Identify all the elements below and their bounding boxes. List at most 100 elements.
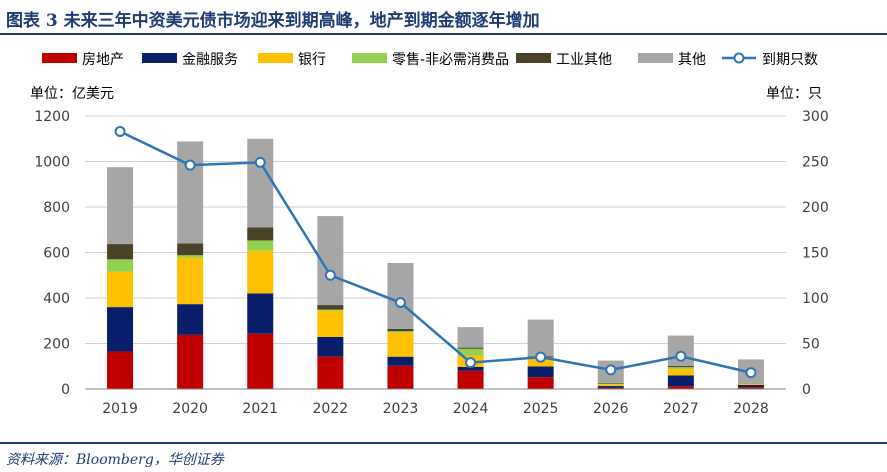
bar-segment-0 bbox=[317, 356, 344, 389]
header-rule bbox=[0, 33, 887, 35]
legend-label-0: 房地产 bbox=[82, 52, 124, 68]
y-tick-right: 50 bbox=[802, 337, 820, 353]
legend-label-3: 零售-非必需消费品 bbox=[392, 52, 509, 68]
x-tick-label: 2020 bbox=[172, 401, 208, 417]
bar-segment-5 bbox=[107, 167, 134, 245]
bar-segment-4 bbox=[317, 305, 344, 310]
bar-segment-1 bbox=[527, 366, 554, 378]
bar-segment-3 bbox=[667, 367, 694, 369]
bar-segment-2 bbox=[107, 271, 134, 308]
line-point bbox=[745, 367, 757, 379]
bar-segment-4 bbox=[597, 382, 624, 384]
bar-segment-0 bbox=[527, 377, 554, 389]
line-point bbox=[465, 357, 477, 369]
bar-segment-5 bbox=[527, 319, 554, 357]
y-tick-left: 200 bbox=[43, 337, 70, 353]
y-tick-left: 1200 bbox=[34, 109, 70, 125]
bar-segment-3 bbox=[597, 383, 624, 385]
bar-segment-1 bbox=[317, 336, 344, 357]
x-tick-label: 2019 bbox=[102, 401, 138, 417]
x-tick-label: 2026 bbox=[593, 401, 629, 417]
bar-segment-1 bbox=[667, 375, 694, 387]
y-tick-right: 300 bbox=[802, 109, 829, 125]
bar-segment-3 bbox=[177, 255, 204, 258]
y-axis-ticks-left: 0 200 400 600 800 1000 1200 bbox=[34, 109, 70, 398]
x-tick-label: 2027 bbox=[663, 401, 699, 417]
line-point bbox=[184, 159, 196, 171]
y-tick-left: 400 bbox=[43, 291, 70, 307]
y-tick-left: 1000 bbox=[34, 155, 70, 171]
bar-segment-4 bbox=[107, 244, 134, 260]
bar-segment-3 bbox=[317, 309, 344, 311]
y-tick-right: 0 bbox=[802, 382, 811, 398]
x-tick-label: 2025 bbox=[523, 401, 559, 417]
bar-segment-1 bbox=[107, 307, 134, 352]
bar-segment-0 bbox=[177, 334, 204, 389]
bar-segment-0 bbox=[107, 351, 134, 389]
legend-swatch-4 bbox=[516, 53, 551, 63]
bar-segment-1 bbox=[177, 304, 204, 335]
y-tick-left: 800 bbox=[43, 200, 70, 216]
footer-rule bbox=[0, 442, 887, 444]
bar-segment-3 bbox=[107, 259, 134, 272]
legend-line-marker bbox=[733, 52, 745, 64]
legend-swatch-3 bbox=[352, 53, 387, 63]
line-point bbox=[675, 350, 687, 362]
y-tick-right: 150 bbox=[802, 246, 829, 262]
x-tick-label: 2021 bbox=[242, 401, 278, 417]
line-point bbox=[605, 364, 617, 376]
bar-segment-1 bbox=[247, 293, 274, 334]
legend-label-2: 银行 bbox=[298, 52, 326, 68]
bar-segment-2 bbox=[667, 368, 694, 376]
line-point bbox=[254, 156, 266, 168]
chart-canvas: 房地产 金融服务 银行 零售-非必需消费品 工业其他 其他 到期只数 单位：亿美元 单位：只… bbox=[30, 52, 829, 417]
bar-segment-1 bbox=[597, 386, 624, 388]
bar-segment-2 bbox=[247, 250, 274, 294]
line-path bbox=[119, 130, 752, 374]
legend-swatch-5 bbox=[638, 53, 673, 63]
x-tick-label: 2024 bbox=[453, 401, 489, 417]
bar-segment-5 bbox=[247, 138, 274, 228]
bar-segment-0 bbox=[737, 387, 764, 389]
y-axis-label-right: 单位：只 bbox=[766, 86, 822, 102]
chart-title: 图表 3 未来三年中资美元债市场迎来到期高峰，地产到期金额逐年增加 bbox=[6, 11, 540, 31]
bar-segment-1 bbox=[457, 366, 484, 371]
bar-segment-4 bbox=[387, 328, 414, 332]
x-tick-label: 2028 bbox=[733, 401, 769, 417]
bar-segment-1 bbox=[737, 384, 764, 388]
bar-segment-3 bbox=[457, 348, 484, 356]
bar-segment-2 bbox=[317, 310, 344, 337]
y-tick-right: 200 bbox=[802, 200, 829, 216]
line-point bbox=[394, 297, 406, 309]
legend-label-1: 金融服务 bbox=[182, 52, 238, 68]
bar-segment-0 bbox=[667, 386, 694, 389]
bar-segment-0 bbox=[247, 333, 274, 389]
bar-segment-2 bbox=[737, 383, 764, 385]
bar-segment-0 bbox=[597, 387, 624, 389]
legend-swatch-1 bbox=[142, 53, 177, 63]
bar-segment-4 bbox=[667, 366, 694, 368]
bar-segment-4 bbox=[457, 347, 484, 349]
source-note: 资料来源：Bloomberg，华创证券 bbox=[6, 452, 224, 468]
x-tick-label: 2022 bbox=[313, 401, 349, 417]
x-axis-labels: 2019 2020 2021 2022 2023 2024 2025 2026 2027 2028 bbox=[102, 401, 769, 417]
y-tick-right: 250 bbox=[802, 155, 829, 171]
y-tick-left: 600 bbox=[43, 246, 70, 262]
bar-segment-4 bbox=[247, 227, 274, 241]
bar-segment-4 bbox=[177, 243, 204, 256]
bar-segment-2 bbox=[177, 257, 204, 305]
y-tick-right: 100 bbox=[802, 291, 829, 307]
bar-segment-0 bbox=[387, 365, 414, 389]
legend-label-4: 工业其他 bbox=[556, 52, 612, 68]
y-axis-label-left: 单位：亿美元 bbox=[30, 86, 114, 102]
y-axis-ticks-right: 0 50 100 150 200 250 300 bbox=[802, 109, 829, 398]
line-point bbox=[535, 351, 547, 363]
line-point bbox=[324, 269, 336, 281]
line-series bbox=[114, 125, 757, 379]
bar-segment-0 bbox=[457, 370, 484, 389]
bar-segment-1 bbox=[387, 356, 414, 366]
bar-segment-2 bbox=[597, 384, 624, 387]
bar-series bbox=[107, 138, 764, 389]
bar-segment-2 bbox=[387, 332, 414, 357]
